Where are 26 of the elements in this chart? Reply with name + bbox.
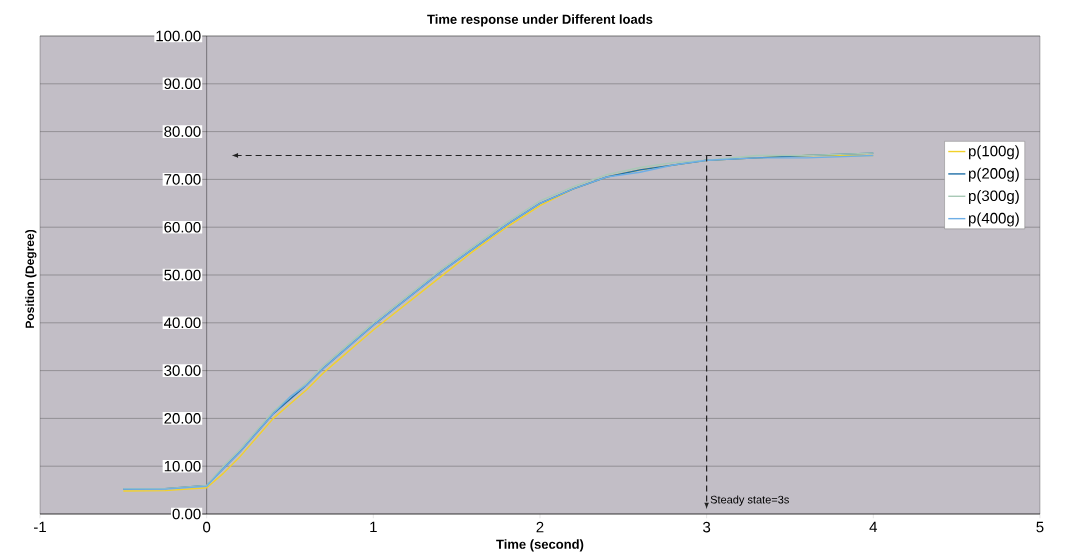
y-tick-label: 70.00 xyxy=(164,174,201,185)
y-tick-label: 90.00 xyxy=(164,78,201,90)
x-tick-label: 4 xyxy=(869,521,878,533)
legend-label: p(400g) xyxy=(969,212,1019,227)
y-tick-label: 10.00 xyxy=(164,460,201,472)
y-tick-label: 60.00 xyxy=(164,221,201,233)
legend-label: p(300g) xyxy=(969,190,1019,205)
legend-label: p(100g) xyxy=(969,145,1019,160)
y-tick-label: 100.00 xyxy=(156,30,201,42)
chart-title: Time response under Different loads xyxy=(427,14,653,27)
x-tick-label: 0 xyxy=(203,521,211,533)
y-tick-label: 0.00 xyxy=(172,508,201,520)
y-tick-label: 30.00 xyxy=(164,365,201,376)
x-tick-label: 1 xyxy=(370,521,377,533)
x-tick-label: 3 xyxy=(703,521,711,533)
ref-line-label: Steady state=3s xyxy=(710,495,789,506)
y-axis-title: Position (Degree) xyxy=(25,229,37,328)
x-tick-label: 2 xyxy=(536,521,544,533)
y-tick-label: 20.00 xyxy=(164,413,201,424)
legend-label: p(200g) xyxy=(969,167,1019,182)
x-tick-label: -1 xyxy=(33,521,46,533)
x-tick-label: 5 xyxy=(1036,521,1044,533)
y-tick-label: 40.00 xyxy=(164,317,201,329)
y-tick-label: 50.00 xyxy=(164,269,201,281)
y-tick-label: 80.00 xyxy=(164,126,201,137)
x-axis-title: Time (second) xyxy=(496,539,584,552)
